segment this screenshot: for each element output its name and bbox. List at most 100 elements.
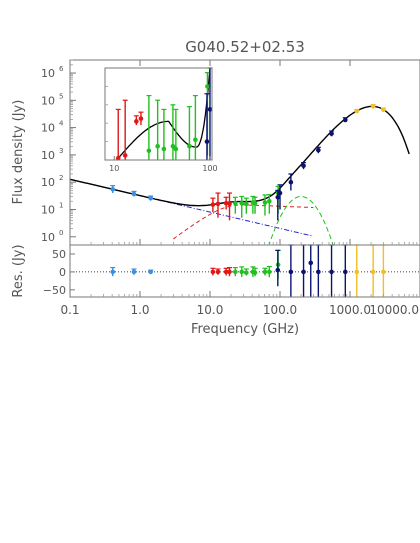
inset-point — [161, 146, 167, 152]
main-point — [131, 191, 137, 197]
main-point — [243, 201, 249, 207]
residual-point — [148, 269, 153, 275]
residual-point — [252, 270, 258, 275]
chart-title: G040.52+02.53 — [185, 38, 305, 56]
main-y-tick-label: 10 — [41, 231, 55, 244]
inset-plot: 10 100 — [104, 67, 218, 173]
main-y-tick-exponent: 6 — [59, 65, 64, 73]
x-axis-label: Frequency (GHz) — [191, 322, 299, 337]
main-point — [262, 200, 268, 205]
residual-x-tick-label: 100.0 — [263, 303, 297, 317]
main-point — [329, 131, 334, 136]
inset-point — [122, 153, 128, 158]
residual-point — [233, 269, 238, 275]
inset-point — [193, 137, 198, 143]
inset-point — [146, 148, 152, 154]
residual-x-tick-label: 1000.0 — [329, 303, 371, 317]
inset-point — [155, 143, 160, 149]
main-point — [288, 179, 294, 185]
inset-axes: 10 100 — [105, 86, 218, 173]
residual-y-tick-label: 0 — [59, 266, 66, 279]
main-y-tick-label: 10 — [41, 149, 55, 162]
inset-point — [134, 119, 139, 124]
residual-x-tick-label: 1.0 — [130, 303, 149, 317]
main-point — [252, 200, 258, 206]
residual-point — [262, 269, 268, 275]
inset-data-points — [115, 67, 213, 161]
ame-component-line — [243, 196, 344, 246]
residual-x-tick-label: 10.0 — [197, 303, 224, 317]
main-y-label: Flux density (Jy) — [11, 100, 26, 205]
total-model-line — [69, 105, 410, 207]
residual-point — [110, 269, 116, 275]
residual-point — [308, 260, 314, 266]
inset-point — [115, 155, 121, 161]
residual-y-tick-label: 50 — [52, 248, 66, 261]
residual-x-tick-label: 0.1 — [60, 303, 79, 317]
free-free-component-line — [173, 204, 314, 240]
residual-point — [329, 269, 334, 275]
main-y-tick-exponent: 0 — [59, 229, 63, 237]
inset-point — [173, 146, 179, 152]
residual-point — [316, 269, 321, 275]
inset-x-tick-label: 10 — [109, 164, 119, 173]
residual-point — [354, 269, 360, 275]
main-point — [233, 200, 238, 206]
residual-point — [243, 270, 249, 275]
main-y-tick-label: 10 — [41, 122, 55, 135]
main-point — [148, 195, 153, 201]
inset-x-tick-label: 100 — [202, 164, 217, 173]
main-point — [227, 201, 232, 207]
main-point — [370, 104, 376, 109]
residual-point — [275, 267, 281, 273]
residual-x-tick-label: 10000.0 — [369, 303, 419, 317]
residual-point — [267, 269, 272, 275]
main-y-tick-exponent: 2 — [59, 174, 63, 182]
main-y-tick-exponent: 4 — [59, 120, 64, 128]
main-y-tick-exponent: 3 — [59, 147, 63, 155]
main-y-tick-exponent: 5 — [59, 92, 63, 100]
residual-point — [239, 269, 245, 275]
main-point — [210, 202, 216, 207]
main-y-tick-label: 10 — [41, 94, 55, 107]
residual-point — [288, 269, 294, 275]
inset-point — [170, 143, 176, 149]
main-point — [277, 190, 283, 196]
residual-y-label: Res. (Jy) — [11, 244, 26, 297]
residual-point — [215, 269, 221, 275]
residual-plot-frame — [69, 244, 420, 298]
residual-point — [301, 269, 306, 275]
inset-point — [138, 116, 144, 121]
main-point — [381, 107, 386, 113]
inset-point — [205, 84, 210, 89]
main-y-tick-label: 10 — [41, 176, 55, 189]
residual-point — [370, 269, 376, 275]
main-y-tick-exponent: 1 — [59, 201, 63, 209]
main-point — [239, 200, 245, 206]
main-point — [267, 198, 272, 204]
main-y-tick-label: 10 — [41, 67, 55, 80]
main-data-points — [110, 103, 386, 221]
inset-point — [207, 107, 213, 112]
residual-point — [210, 269, 216, 275]
residual-y-tick-label: −50 — [43, 284, 66, 297]
residual-point — [131, 269, 137, 275]
main-point — [275, 194, 281, 200]
residual-point — [343, 269, 348, 275]
main-point — [343, 117, 348, 123]
residual-point — [223, 269, 229, 275]
inset-point — [187, 143, 192, 149]
residual-point — [381, 269, 386, 275]
residual-point — [227, 269, 232, 275]
main-y-tick-label: 10 — [41, 203, 55, 216]
main-point — [316, 147, 321, 153]
main-point — [215, 201, 221, 207]
inset-point — [204, 139, 210, 144]
residual-data-points — [110, 244, 386, 297]
